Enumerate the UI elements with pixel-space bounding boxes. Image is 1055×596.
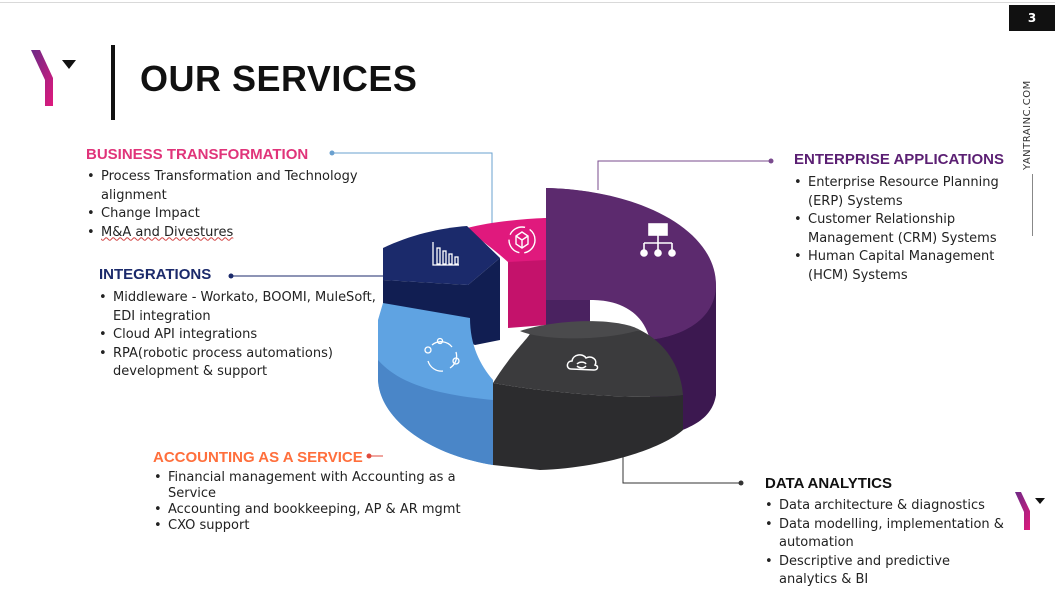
company-logo	[31, 50, 76, 106]
list-item: Human Capital Management (HCM) Systems	[794, 248, 999, 285]
enterprise-applications-heading: ENTERPRISE APPLICATIONS	[794, 151, 1005, 168]
page-number: 3	[1009, 5, 1055, 31]
list-item: Accounting and bookkeeping, AP & AR mgmt	[154, 502, 464, 518]
data-analytics-list: Data architecture & diagnostics Data mod…	[765, 497, 1005, 590]
enterprise-applications-list: Enterprise Resource Planning (ERP) Syste…	[794, 174, 999, 285]
list-item: Cloud API integrations	[99, 326, 384, 345]
company-logo-small	[1015, 492, 1045, 530]
list-item: RPA(robotic process automations) develop…	[99, 345, 384, 382]
list-item: Customer Relationship Management (CRM) S…	[794, 211, 999, 248]
list-item: Change Impact	[87, 205, 427, 224]
business-transformation-heading: BUSINESS TRANSFORMATION	[86, 146, 309, 163]
integrations-list: Middleware - Workato, BOOMI, MuleSoft, E…	[99, 289, 384, 382]
data-analytics-heading: DATA ANALYTICS	[765, 475, 892, 492]
connector-enterprise	[597, 160, 770, 190]
list-item: Enterprise Resource Planning (ERP) Syste…	[794, 174, 999, 211]
bar-chart-icon	[432, 242, 459, 266]
accounting-heading: ACCOUNTING AS A SERVICE	[153, 449, 363, 466]
cloud-sync-icon	[566, 354, 599, 371]
side-divider	[1032, 174, 1033, 236]
list-item: CXO support	[154, 518, 464, 534]
top-border	[0, 2, 1055, 3]
page-title: OUR SERVICES	[140, 58, 418, 99]
cycle-icon	[424, 337, 460, 372]
list-item: Descriptive and predictive analytics & B…	[765, 553, 1005, 590]
list-item: Financial management with Accounting as …	[154, 470, 464, 502]
segment-analytics[interactable]	[493, 321, 683, 470]
integrations-heading: INTEGRATIONS	[99, 266, 212, 283]
list-item: Data modelling, implementation & automat…	[765, 516, 1005, 553]
connector-business	[333, 152, 493, 228]
business-transformation-list: Process Transformation and Technology al…	[87, 168, 427, 242]
segment-accounting[interactable]	[378, 303, 493, 465]
list-item: M&A and Divestures	[87, 224, 427, 243]
org-chart-icon	[640, 223, 676, 257]
refresh-cube-icon	[508, 226, 536, 254]
list-item: Process Transformation and Technology al…	[87, 168, 427, 205]
accounting-list: Financial management with Accounting as …	[154, 470, 464, 534]
list-item-text: M&A and Divestures	[101, 224, 234, 240]
title-accent-bar	[111, 45, 115, 120]
connector-analytics	[622, 452, 740, 484]
list-item: Middleware - Workato, BOOMI, MuleSoft, E…	[99, 289, 384, 326]
list-item: Data architecture & diagnostics	[765, 497, 1005, 516]
